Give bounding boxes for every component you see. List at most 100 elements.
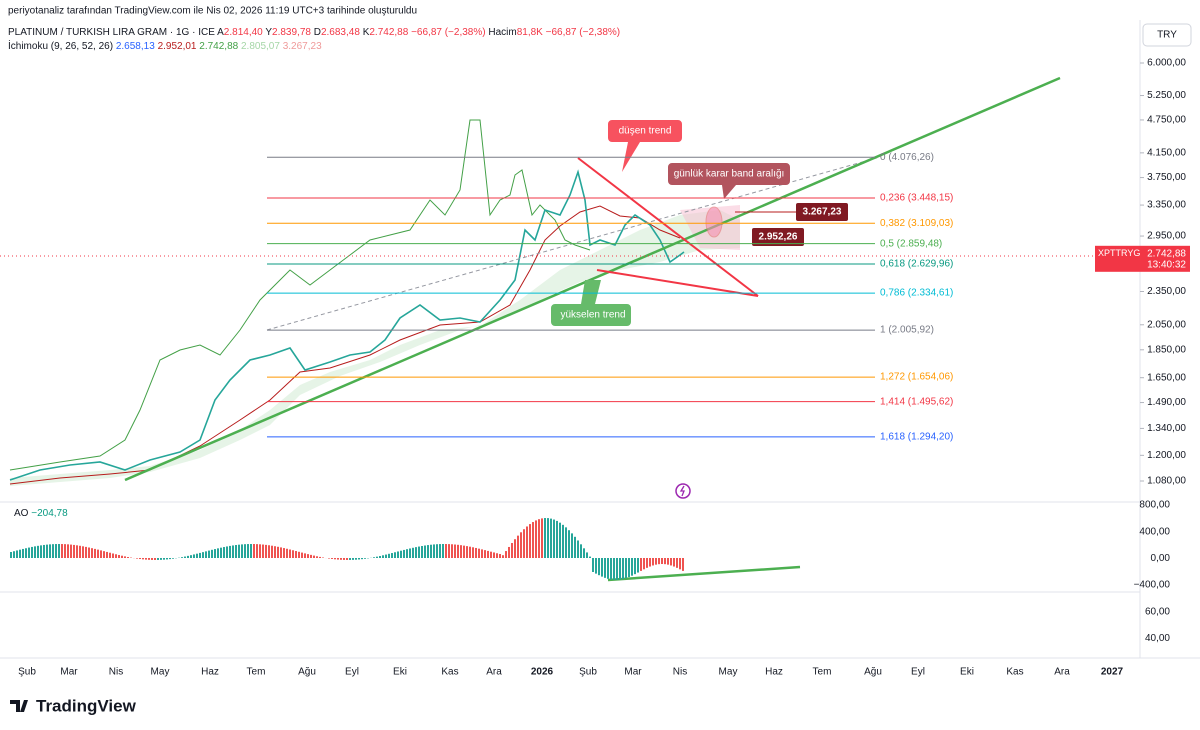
ohlc-key: K	[363, 27, 370, 38]
ao-bar	[547, 518, 549, 558]
time-label: Eyl	[345, 667, 359, 678]
ao-bar	[541, 518, 543, 558]
price-tick-label: 5.250,00	[1147, 90, 1186, 101]
ao-bar	[649, 558, 651, 567]
volume-label: Hacim	[488, 27, 516, 38]
time-label: Tem	[813, 667, 832, 678]
ao-bar	[394, 552, 396, 558]
ao-bar	[52, 544, 54, 558]
ao-bar	[472, 547, 474, 558]
ao-bar	[121, 555, 123, 558]
ao-bar	[328, 558, 330, 559]
ao-bar	[358, 558, 360, 560]
ao-bar	[13, 551, 15, 558]
ao-bar	[616, 558, 618, 580]
ao-bar	[574, 536, 576, 558]
ao-bar	[667, 558, 669, 565]
ao-bar	[271, 545, 273, 558]
ao-bar	[571, 533, 573, 558]
ao-bar	[172, 558, 174, 559]
ao-bar	[364, 558, 366, 559]
ao-bar	[673, 558, 675, 567]
time-label: 2026	[531, 667, 554, 678]
price-tag-lower-label: 2.952,26	[759, 232, 798, 243]
ao-bar	[151, 558, 153, 560]
rising-trend-label: yükselen trend	[560, 310, 625, 321]
time-label: Nis	[673, 667, 687, 678]
time-label: May	[151, 667, 170, 678]
ao-bar	[355, 558, 357, 560]
ao-bar	[112, 553, 114, 558]
ao-bar	[154, 558, 156, 560]
ao-bar	[91, 548, 93, 558]
symbol: PLATINUM / TURKISH LIRA GRAM · 1G · ICE	[8, 27, 215, 38]
ao-bar	[412, 547, 414, 558]
ao-bar	[385, 554, 387, 558]
ao-bar	[277, 546, 279, 558]
ao-bar	[478, 548, 480, 558]
ao-bar	[250, 544, 252, 558]
ao-bar	[235, 545, 237, 558]
time-label: Ara	[1054, 667, 1070, 678]
ao-bar	[484, 550, 486, 558]
ao-bar	[457, 544, 459, 558]
time-label: Haz	[201, 667, 219, 678]
ao-bar	[496, 553, 498, 558]
fib-label: 1,618 (1.294,20)	[880, 432, 953, 443]
fib-label: 0,786 (2.334,61)	[880, 288, 953, 299]
falling-trend-callout	[608, 120, 682, 172]
price-tick-label: 4.750,00	[1147, 115, 1186, 126]
ao-bar	[610, 558, 612, 580]
ao-bar	[226, 546, 228, 558]
currency-button-label[interactable]: TRY	[1157, 30, 1177, 41]
ao-bar	[397, 551, 399, 558]
ao-bar	[388, 553, 390, 558]
ao-bar	[256, 544, 258, 558]
price-tick-label: 1.340,00	[1147, 423, 1186, 434]
ao-bar	[115, 554, 117, 558]
price-tick-label: 2.350,00	[1147, 286, 1186, 297]
last-price-badge	[1095, 245, 1190, 272]
time-label: 2027	[1101, 667, 1124, 678]
ao-bar	[157, 558, 159, 560]
ao-bar	[181, 557, 183, 558]
ao-bar	[319, 556, 321, 558]
ao-bar	[31, 546, 33, 558]
ao-bar	[106, 551, 108, 558]
ao-tick-label: 60,00	[1145, 606, 1170, 617]
ao-bar	[565, 527, 567, 558]
ao-label: AO −204,78	[14, 508, 68, 519]
ohlc-key: A	[217, 27, 224, 38]
ao-bar	[514, 539, 516, 558]
fib-label: 0,236 (3.448,15)	[880, 193, 953, 204]
ao-bar	[658, 558, 660, 565]
ao-tick-label: 40,00	[1145, 633, 1170, 644]
ao-bar	[553, 519, 555, 558]
ao-bar	[502, 555, 504, 558]
price-line	[9, 169, 685, 481]
ao-bar	[598, 558, 600, 576]
ao-bar	[613, 558, 615, 580]
ao-bar	[142, 558, 144, 560]
ao-bar	[655, 558, 657, 565]
ao-bar	[535, 520, 537, 558]
ao-bar	[520, 532, 522, 558]
ichimoku-cloud	[10, 210, 740, 486]
ao-bar	[100, 550, 102, 558]
ao-bar	[34, 546, 36, 558]
ao-bar	[499, 554, 501, 558]
ao-bar	[118, 554, 120, 558]
ao-bar	[523, 529, 525, 558]
ichimoku-value: 2.658,13	[116, 41, 155, 52]
event-icon[interactable]	[675, 483, 691, 499]
ao-bar	[229, 545, 231, 558]
currency-button[interactable]	[1142, 23, 1192, 47]
ao-bar	[415, 547, 417, 558]
ao-bar	[214, 549, 216, 558]
time-label: Şub	[579, 667, 597, 678]
ao-bar	[217, 548, 219, 558]
ao-bar	[382, 555, 384, 558]
volume: 81,8K	[517, 27, 543, 38]
ao-bar	[556, 520, 558, 558]
